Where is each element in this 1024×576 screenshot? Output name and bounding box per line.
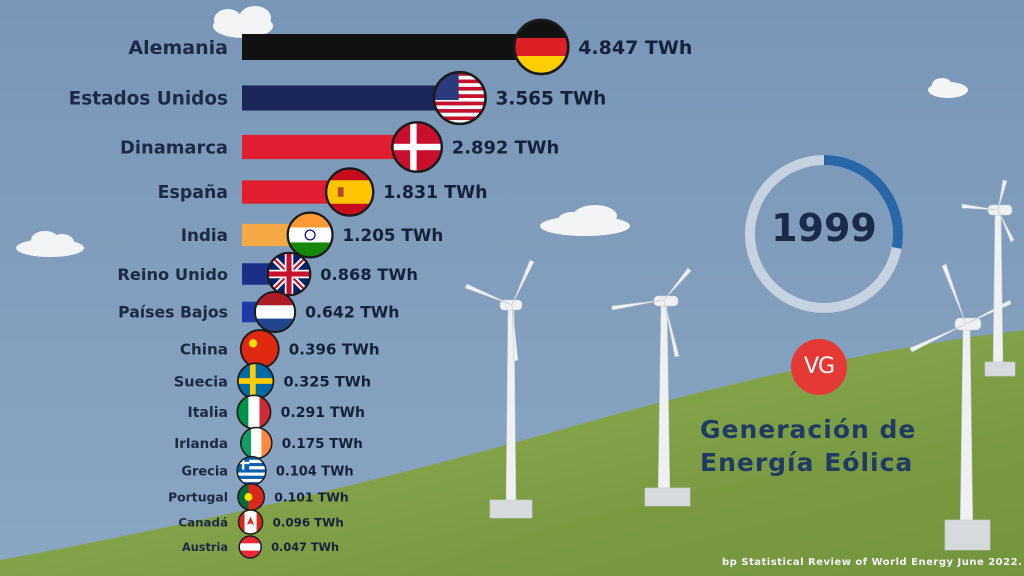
category-label: Reino Unido <box>117 265 228 284</box>
category-label: Dinamarca <box>120 137 228 158</box>
category-label: Irlanda <box>174 436 228 452</box>
value-label: 0.396 TWh <box>289 340 380 358</box>
cloud <box>16 231 84 257</box>
value-label: 0.101 TWh <box>274 489 348 504</box>
flag-spain-icon <box>324 167 375 217</box>
bar <box>242 85 471 111</box>
category-label: España <box>158 183 228 203</box>
flag-china-icon <box>239 329 280 369</box>
wind-turbine-icon <box>909 263 1012 551</box>
flag-germany-icon <box>512 18 570 76</box>
wind-turbine-icon <box>611 267 692 507</box>
bar <box>242 34 552 60</box>
cloud <box>928 78 968 98</box>
flag-sweden-icon <box>236 362 275 400</box>
value-label: 0.291 TWh <box>281 405 365 421</box>
value-label: 0.047 TWh <box>271 541 339 554</box>
category-label: Canadá <box>178 515 228 529</box>
category-label: Suecia <box>174 373 228 390</box>
vg-logo: VG <box>791 339 847 395</box>
wind-turbine-icon <box>961 179 1016 377</box>
flag-india-icon <box>286 211 334 259</box>
flag-uk-icon <box>266 251 312 297</box>
category-label: India <box>181 225 228 245</box>
flag-denmark-icon <box>391 121 444 173</box>
category-label: China <box>180 340 228 358</box>
year-progress-ring <box>745 155 903 313</box>
flag-portugal-icon <box>237 483 266 511</box>
category-label: Portugal <box>168 489 228 504</box>
cloud <box>213 6 273 38</box>
category-label: Grecia <box>181 465 228 480</box>
wind-turbine-icon <box>464 259 535 519</box>
value-label: 0.104 TWh <box>276 465 354 480</box>
category-label: Austria <box>182 541 228 554</box>
value-label: 0.325 TWh <box>283 373 371 390</box>
title-line-1: Generación de <box>700 415 917 444</box>
title-line-2: Energía Eólica <box>700 448 914 477</box>
flag-greece-icon <box>236 455 267 487</box>
source-note: bp Statistical Review of World Energy Ju… <box>722 557 1023 568</box>
value-label: 4.847 TWh <box>578 37 692 59</box>
flag-ireland-icon <box>240 426 273 460</box>
value-label: 1.831 TWh <box>383 183 487 203</box>
flag-italy-icon <box>236 394 272 430</box>
value-label: 0.096 TWh <box>273 515 344 529</box>
value-label: 0.868 TWh <box>320 265 418 284</box>
value-label: 2.892 TWh <box>452 137 560 158</box>
value-label: 3.565 TWh <box>496 89 607 110</box>
value-label: 1.205 TWh <box>343 225 444 245</box>
value-label: 0.642 TWh <box>305 303 399 322</box>
category-label: Italia <box>187 405 228 421</box>
category-label: Estados Unidos <box>69 89 228 110</box>
flag-usa-icon <box>432 70 487 126</box>
category-label: Alemania <box>128 37 228 59</box>
flag-netherlands-icon <box>253 290 297 334</box>
value-label: 0.175 TWh <box>282 436 363 452</box>
category-label: Países Bajos <box>118 303 228 322</box>
year-label: 1999 <box>771 206 877 250</box>
cloud <box>540 205 630 236</box>
flag-canada-icon <box>237 509 264 535</box>
flag-austria-icon <box>238 535 262 559</box>
